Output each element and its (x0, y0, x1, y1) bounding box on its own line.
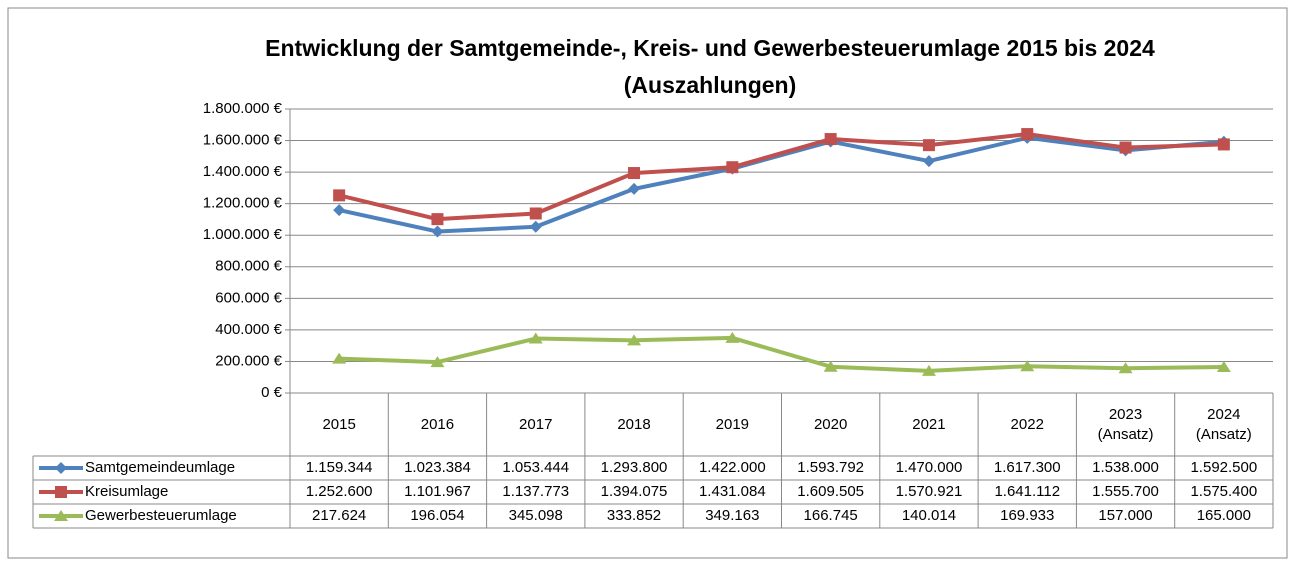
marker (725, 331, 740, 343)
data-label: 1.159.344 (306, 459, 373, 476)
data-label: 1.592.500 (1190, 459, 1257, 476)
data-label: 1.422.000 (699, 459, 766, 476)
data-label: 157.000 (1098, 507, 1152, 524)
legend-label: Kreisumlage (85, 483, 168, 500)
data-label: 1.101.967 (404, 483, 471, 500)
marker (628, 167, 641, 180)
x-tick-label: 2022 (1010, 415, 1044, 433)
marker (55, 462, 67, 474)
legend-label: Samtgemeindeumlage (85, 459, 235, 476)
marker (332, 352, 347, 364)
data-label: 1.641.112 (994, 483, 1060, 500)
y-tick-label: 400.000 € (215, 321, 282, 338)
data-label: 1.575.400 (1190, 483, 1257, 500)
data-label: 349.163 (705, 507, 759, 524)
data-label: 1.538.000 (1092, 459, 1159, 476)
marker (824, 133, 837, 146)
marker (529, 207, 542, 220)
data-label: 1.555.700 (1092, 483, 1159, 500)
data-label: 333.852 (607, 507, 661, 524)
y-tick-label: 600.000 € (215, 289, 282, 306)
data-label: 196.054 (410, 507, 464, 524)
chart-title: Entwicklung der Samtgemeinde-, Kreis- un… (265, 35, 1155, 98)
y-tick-label: 1.000.000 € (203, 226, 283, 243)
data-label: 1.593.792 (797, 459, 864, 476)
marker (726, 161, 739, 174)
marker (1020, 360, 1035, 372)
data-label: 165.000 (1197, 507, 1251, 524)
x-tick-label: 2015 (322, 415, 356, 433)
data-label: 217.624 (312, 507, 366, 524)
series-line (339, 335, 1224, 373)
chart-border (7, 7, 1288, 559)
marker (1119, 141, 1132, 154)
data-label: 345.098 (509, 507, 563, 524)
marker (1217, 138, 1230, 151)
data-label: 140.014 (902, 507, 956, 524)
y-tick-label: 200.000 € (215, 352, 282, 369)
x-tick-label: 2019 (715, 415, 750, 433)
data-label: 1.617.300 (994, 459, 1061, 476)
marker (1118, 362, 1133, 374)
y-tick-label: 1.200.000 € (203, 195, 283, 212)
marker (431, 213, 444, 226)
data-label: 1.470.000 (896, 459, 963, 476)
marker (431, 225, 444, 238)
marker (1021, 128, 1034, 141)
marker (1216, 360, 1231, 372)
series-line (338, 132, 1224, 222)
marker (528, 332, 543, 344)
marker (333, 204, 346, 217)
x-tick-label: 2018 (617, 415, 651, 433)
y-tick-label: 800.000 € (215, 258, 282, 275)
x-tick-label: 2021 (912, 415, 946, 433)
data-label: 1.609.505 (797, 483, 864, 500)
x-tick-label: 2017 (519, 415, 553, 433)
data-label: 1.293.800 (601, 459, 668, 476)
data-label: 1.252.600 (306, 483, 373, 500)
marker (529, 220, 542, 233)
marker (333, 189, 346, 202)
x-tick-label: 2020 (813, 415, 848, 433)
marker (823, 360, 838, 372)
data-label: 1.053.444 (502, 459, 569, 476)
data-label: 1.023.384 (404, 459, 471, 476)
y-tick-label: 1.400.000 € (203, 163, 283, 180)
marker (922, 139, 935, 152)
marker (54, 510, 68, 521)
data-label: 1.394.075 (601, 483, 668, 500)
data-label: 166.745 (804, 507, 858, 524)
data-label: 1.431.084 (699, 483, 766, 500)
data-label: 1.137.773 (502, 483, 569, 500)
marker (627, 334, 642, 346)
x-tick-label: 2016 (420, 415, 455, 433)
marker (921, 364, 936, 376)
data-label: 169.933 (1000, 507, 1054, 524)
legend-label: Gewerbesteuerumlage (85, 507, 237, 524)
y-tick-label: 1.800.000 € (203, 100, 283, 117)
marker (628, 182, 641, 195)
marker (430, 356, 445, 368)
marker (55, 486, 67, 498)
x-tick-label: 2024 (Ansatz) (1195, 405, 1252, 443)
y-tick-label: 0 € (261, 384, 283, 401)
marker (922, 155, 935, 168)
data-label: 1.570.921 (896, 483, 963, 500)
y-tick-label: 1.600.000 € (203, 132, 283, 149)
x-tick-label: 2023 (Ansatz) (1097, 405, 1154, 443)
